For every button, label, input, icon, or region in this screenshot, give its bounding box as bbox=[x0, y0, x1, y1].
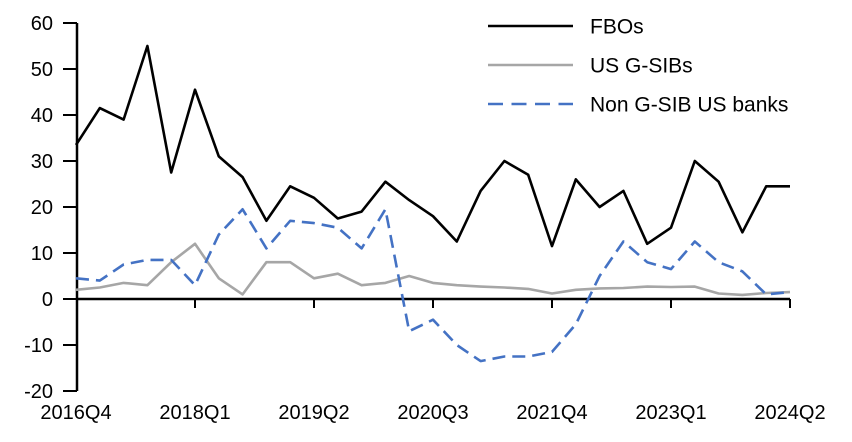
series-line-us-g-sibs bbox=[75, 242, 791, 297]
y-axis-tick-label: 60 bbox=[31, 13, 53, 35]
x-axis-tick-label: 2016Q4 bbox=[40, 402, 111, 424]
series-line-fbos bbox=[74, 44, 790, 248]
y-axis-tick-label: 20 bbox=[31, 197, 53, 219]
y-axis-tick-label: -10 bbox=[24, 335, 53, 357]
y-axis-tick-label: 10 bbox=[31, 243, 53, 265]
series-line-non-g-sib-us-banks bbox=[75, 208, 791, 363]
x-axis-tick-label: 2019Q2 bbox=[278, 402, 349, 424]
y-axis-tick-label: 0 bbox=[42, 289, 53, 311]
x-axis-tick-label: 2018Q1 bbox=[159, 402, 230, 424]
legend-label-fbos: FBOs bbox=[590, 16, 644, 39]
legend-label-non-g-sib-us-banks: Non G-SIB US banks bbox=[590, 94, 788, 117]
x-axis-tick-label: 2020Q3 bbox=[397, 402, 468, 424]
x-axis-tick-label: 2023Q1 bbox=[635, 402, 706, 424]
y-axis-tick-label: 40 bbox=[31, 105, 53, 127]
y-axis-tick-label: 30 bbox=[31, 151, 53, 173]
y-axis-tick-label: -20 bbox=[24, 381, 53, 403]
y-axis-tick-label: 50 bbox=[31, 59, 53, 81]
x-axis-tick-label: 2024Q2 bbox=[754, 402, 825, 424]
x-axis-tick-label: 2021Q4 bbox=[516, 402, 587, 424]
legend-label-us-g-sibs: US G-SIBs bbox=[590, 55, 693, 78]
